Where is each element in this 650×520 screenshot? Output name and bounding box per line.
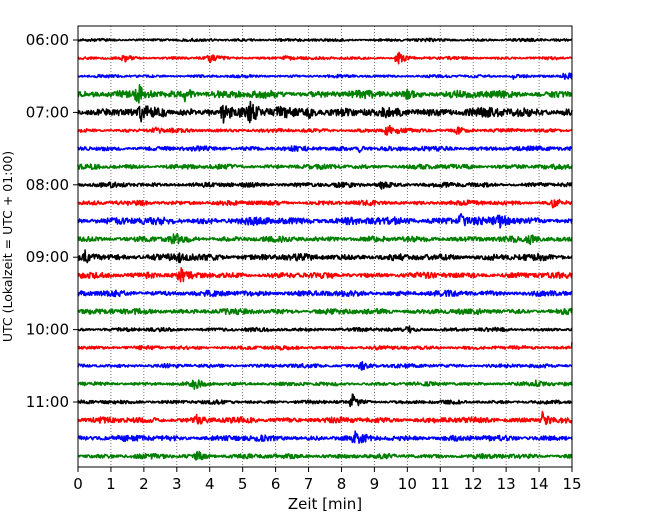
trace-1100 xyxy=(77,393,573,408)
trace-1015 xyxy=(77,342,573,351)
x-tick-label: 9 xyxy=(370,475,380,493)
plot-frame xyxy=(77,25,573,468)
y-tick-label: 06:00 xyxy=(26,31,69,49)
trace-1030 xyxy=(77,360,573,371)
x-tick-label: 8 xyxy=(337,475,347,493)
trace-0700 xyxy=(77,100,573,124)
trace-1045 xyxy=(77,379,573,390)
trace-1115 xyxy=(77,410,573,426)
x-tick-label: 0 xyxy=(73,475,83,493)
y-axis-label: UTC (Lokalzeit = UTC + 01:00) xyxy=(0,151,15,342)
x-tick-label: 6 xyxy=(271,475,281,493)
x-tick-label: 13 xyxy=(497,475,516,493)
x-tick-label: 15 xyxy=(562,475,581,493)
y-axis-ticks: 06:00 07:00 08:00 09:00 10:00 11:00 xyxy=(26,31,78,411)
trace-0745 xyxy=(77,163,573,171)
trace-0915 xyxy=(77,267,573,283)
traces-group xyxy=(77,37,573,461)
y-tick-label: 09:00 xyxy=(26,248,69,266)
trace-0715 xyxy=(77,124,573,136)
trace-0600 xyxy=(77,37,573,43)
x-tick-label: 10 xyxy=(398,475,417,493)
trace-1145 xyxy=(77,450,573,461)
trace-0830 xyxy=(77,213,573,229)
x-tick-label: 5 xyxy=(238,475,248,493)
trace-0945 xyxy=(77,307,573,316)
trace-0630 xyxy=(77,72,573,80)
x-tick-label: 11 xyxy=(431,475,450,493)
trace-0730 xyxy=(77,145,573,154)
x-tick-label: 7 xyxy=(304,475,314,493)
trace-0845 xyxy=(77,233,573,246)
trace-0800 xyxy=(77,181,573,190)
x-tick-label: 14 xyxy=(530,475,549,493)
y-tick-label: 11:00 xyxy=(26,393,69,411)
y-tick-label: 10:00 xyxy=(26,321,69,339)
x-tick-label: 2 xyxy=(139,475,149,493)
x-axis-label: Zeit [min] xyxy=(288,495,362,513)
trace-0815 xyxy=(77,198,573,209)
x-tick-label: 4 xyxy=(205,475,215,493)
x-tick-label: 1 xyxy=(106,475,116,493)
trace-0900 xyxy=(77,249,573,264)
x-axis-ticks: 0 1 2 3 4 5 6 7 8 9 10 11 12 13 14 15 xyxy=(73,467,582,493)
x-tick-label: 3 xyxy=(172,475,182,493)
x-tick-label: 12 xyxy=(464,475,483,493)
trace-0615 xyxy=(77,51,573,65)
y-tick-label: 08:00 xyxy=(26,176,69,194)
trace-0645 xyxy=(77,84,573,104)
trace-1000 xyxy=(77,325,573,334)
y-tick-label: 07:00 xyxy=(26,103,69,121)
trace-0930 xyxy=(77,289,573,298)
trace-1130 xyxy=(77,430,573,444)
